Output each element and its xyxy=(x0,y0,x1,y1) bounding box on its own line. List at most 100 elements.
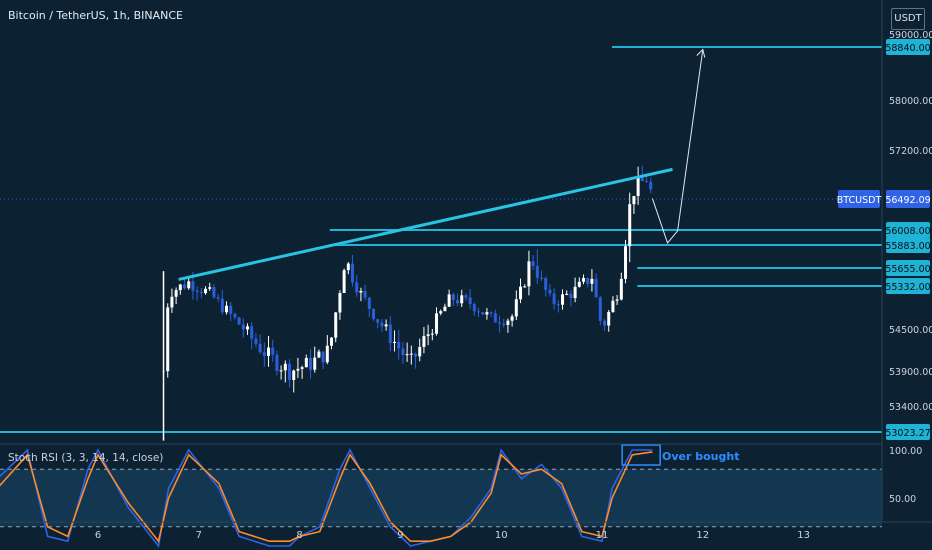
candle-body xyxy=(561,294,565,305)
candle-body xyxy=(279,370,283,372)
y-tick-label: 54500.00 xyxy=(889,325,932,336)
candle-body xyxy=(468,297,472,305)
candle-body xyxy=(225,305,229,313)
trendline xyxy=(178,167,673,281)
candle-body xyxy=(187,281,191,289)
candle-body xyxy=(649,181,653,190)
candle-body xyxy=(443,306,447,312)
candle-body xyxy=(204,288,208,294)
candle-body xyxy=(317,351,321,358)
candle-body xyxy=(267,347,271,356)
candle-body xyxy=(485,312,489,315)
x-tick-label: 7 xyxy=(196,530,202,541)
level-price-tag-text: 58840.00 xyxy=(885,43,930,54)
level-price-tag-text: 56008.00 xyxy=(885,226,930,237)
candle-body xyxy=(502,323,506,325)
price-tags: 58840.00 56008.00 55883.00 55655.00 55332.00… xyxy=(837,39,931,440)
candle-body xyxy=(355,282,359,293)
candle-body xyxy=(178,284,182,291)
candle-body xyxy=(477,311,481,313)
candle-body xyxy=(191,281,195,291)
candle-body xyxy=(628,204,632,247)
drawings[interactable] xyxy=(178,48,706,281)
candle-body xyxy=(376,319,380,323)
candle-body xyxy=(246,326,250,330)
candle-body xyxy=(569,293,573,299)
candle-body xyxy=(615,299,619,301)
x-tick-label: 8 xyxy=(296,530,302,541)
candle-body xyxy=(216,297,220,299)
candle-body xyxy=(208,287,212,289)
candle-body xyxy=(380,322,384,327)
candle-body xyxy=(506,320,510,325)
candle-body xyxy=(510,316,514,321)
level-price-tag-text: 53023.27 xyxy=(885,428,930,439)
candle-body xyxy=(556,304,560,306)
candle-body xyxy=(535,265,539,278)
x-tick-label: 11 xyxy=(596,530,609,541)
candle-body xyxy=(435,313,439,334)
x-tick-label: 6 xyxy=(95,530,101,541)
level-price-tag-text: 55883.00 xyxy=(885,241,930,252)
stoch-rsi-pane[interactable] xyxy=(0,444,882,548)
candle-body xyxy=(220,298,224,313)
candle-body xyxy=(586,277,590,284)
candle-body xyxy=(548,289,552,294)
candle-body xyxy=(183,284,187,289)
candle-body xyxy=(292,370,296,380)
candle-body xyxy=(426,334,430,337)
candle-body xyxy=(199,291,203,294)
candle-body xyxy=(367,297,371,309)
candle-body xyxy=(195,290,199,292)
candle-body xyxy=(397,341,401,349)
candle-body xyxy=(519,286,523,300)
candle-body xyxy=(640,177,644,182)
candle-body xyxy=(544,278,548,290)
level-price-tag xyxy=(886,278,930,294)
candle-body xyxy=(212,287,216,298)
candle-body xyxy=(624,246,628,279)
candle-body xyxy=(611,300,615,312)
candle-body xyxy=(250,326,254,339)
candle-body xyxy=(598,297,602,321)
candle-body xyxy=(460,295,464,304)
candle-body xyxy=(338,293,342,313)
candle-body xyxy=(283,363,287,371)
candle-body xyxy=(636,177,640,196)
candle-body xyxy=(552,293,556,305)
candle-body xyxy=(174,290,178,297)
candle-body xyxy=(334,312,338,338)
y-tick-label: 53400.00 xyxy=(889,402,932,413)
x-tick-label: 12 xyxy=(696,530,709,541)
y-tick-label: 58000.00 xyxy=(889,96,932,107)
level-price-tag-text: 55655.00 xyxy=(885,264,930,275)
support-resistance-levels[interactable] xyxy=(0,46,882,433)
currency-button[interactable]: USDT xyxy=(891,8,925,30)
candle-body xyxy=(170,296,174,308)
candle-body xyxy=(619,278,623,300)
candle-body xyxy=(451,294,455,301)
overbought-annotation: Over bought xyxy=(662,450,740,463)
candle-body xyxy=(254,338,258,344)
candle-body xyxy=(447,294,451,307)
stoch-band xyxy=(0,469,882,527)
indicator-label[interactable]: Stoch RSI (3, 3, 14, 14, close) xyxy=(8,452,164,464)
candlestick-series xyxy=(162,165,653,441)
candle-body xyxy=(607,311,611,326)
candle-body xyxy=(300,367,304,369)
level-price-tag xyxy=(886,423,930,440)
candle-body xyxy=(304,357,308,368)
candle-body xyxy=(359,290,363,293)
candle-body xyxy=(632,195,636,205)
chart-title: Bitcoin / TetherUS, 1h, BINANCE xyxy=(8,9,184,22)
candle-body xyxy=(237,317,241,325)
projection-path xyxy=(651,49,704,244)
candle-body xyxy=(309,357,313,370)
candle-body xyxy=(430,333,434,335)
candle-body xyxy=(405,354,409,356)
candle-body xyxy=(258,343,262,353)
candle-body xyxy=(439,311,443,314)
y-tick-label: 59000.00 xyxy=(889,30,932,41)
